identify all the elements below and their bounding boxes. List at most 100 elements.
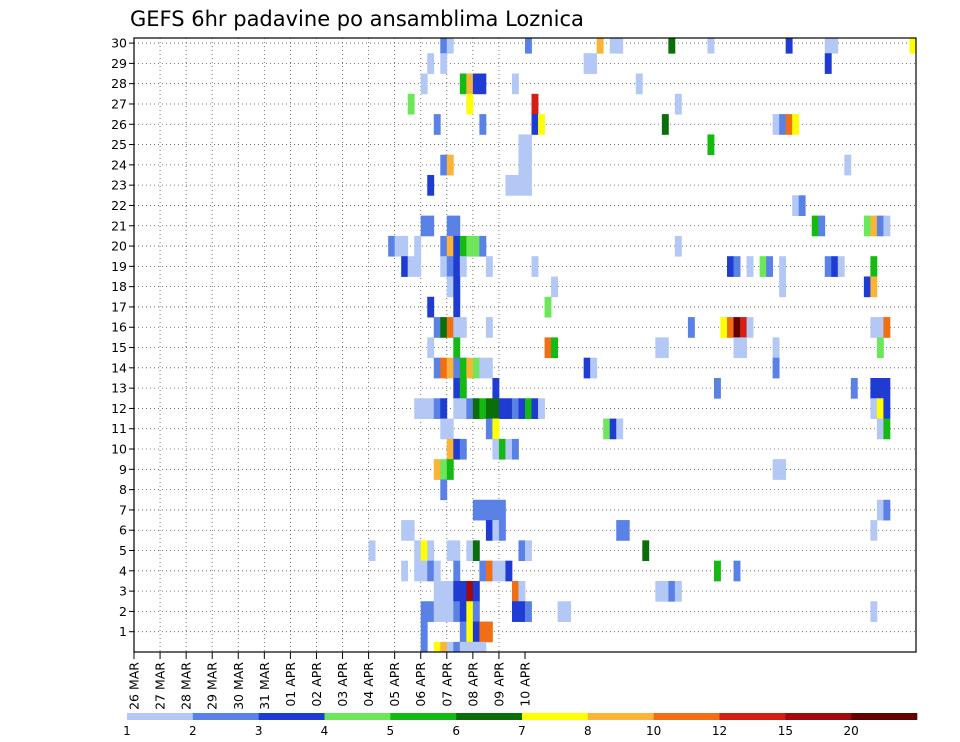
heatmap-cell: [518, 154, 526, 176]
x-tick-label: 07 APR: [439, 662, 454, 707]
heatmap-cell: [420, 560, 428, 582]
heatmap-cell: [414, 398, 422, 419]
heatmap-cell: [511, 438, 519, 460]
heatmap-cell: [420, 601, 428, 622]
heatmap-cell: [525, 154, 532, 176]
heatmap-cell: [870, 601, 878, 622]
heatmap-cell: [479, 560, 487, 582]
x-tick-label: 02 APR: [309, 662, 324, 707]
heatmap-cell: [674, 580, 682, 602]
heatmap-cell: [446, 641, 454, 653]
heatmap-cell: [401, 235, 409, 257]
heatmap-cell: [525, 398, 532, 419]
heatmap-cell: [420, 540, 428, 562]
heatmap-cell: [798, 195, 806, 217]
colorbar-swatch: [324, 713, 391, 720]
heatmap-cell: [511, 580, 519, 602]
heatmap-cell: [831, 38, 839, 54]
heatmap-cell: [525, 601, 532, 622]
heatmap-cell: [876, 499, 884, 521]
heatmap-cell: [870, 215, 878, 237]
heatmap-cell: [492, 499, 500, 521]
heatmap-cell: [446, 215, 454, 237]
x-tick-label: 10 APR: [518, 662, 533, 707]
heatmap-cell: [440, 601, 448, 622]
heatmap-cell: [785, 114, 793, 135]
plot-frame: [133, 37, 917, 653]
heatmap-cell: [863, 276, 871, 298]
colorbar-label: 5: [387, 724, 395, 738]
heatmap-cell: [446, 540, 454, 562]
heatmap-cell: [498, 560, 506, 582]
heatmap-cell: [876, 317, 884, 338]
heatmap-cell: [863, 215, 871, 237]
heatmap-cell: [518, 175, 526, 196]
heatmap-cell: [740, 317, 747, 338]
colorbar-label: 2: [189, 724, 197, 738]
heatmap-cell: [440, 418, 448, 440]
heatmap-cell: [883, 377, 891, 399]
y-tick-label: 27: [111, 96, 127, 111]
x-tick-label: 09 APR: [491, 662, 506, 707]
heatmap-cell: [870, 317, 878, 338]
y-tick-label: 7: [119, 502, 127, 517]
colorbar: 1 2 3 4 5 6 7 8 10 12 15 20: [123, 713, 918, 738]
heatmap-cell: [609, 38, 617, 54]
heatmap-cell: [687, 317, 695, 338]
heatmap-cell: [466, 621, 474, 643]
heatmap-cell: [368, 540, 376, 562]
heatmap-cell: [876, 398, 884, 419]
colorbar-label: 7: [518, 724, 526, 738]
heatmap-cell: [420, 215, 428, 237]
heatmap-cell: [427, 398, 435, 419]
heatmap-cell: [811, 215, 819, 237]
heatmap-cell: [505, 560, 513, 582]
heatmap-cell: [498, 499, 506, 521]
heatmap-cell: [459, 256, 467, 277]
heatmap-cell: [525, 540, 532, 562]
heatmap-cell: [616, 520, 624, 541]
heatmap-cell: [505, 398, 513, 419]
y-tick-label: 24: [111, 157, 127, 172]
heatmap-cell: [420, 641, 428, 653]
heatmap-cell: [713, 377, 721, 399]
heatmap-cell: [472, 641, 480, 653]
heatmap-cell: [668, 38, 676, 54]
heatmap-cell: [440, 459, 448, 480]
heatmap-cell: [433, 580, 441, 602]
heatmap-cell: [498, 520, 506, 541]
heatmap-cell: [531, 93, 539, 115]
y-tick-label: 12: [111, 401, 127, 416]
heatmap-cell: [466, 73, 474, 95]
y-tick-label: 4: [119, 563, 127, 578]
heatmap-cell: [479, 114, 487, 135]
heatmap-cell: [779, 276, 787, 298]
heatmap-cell: [603, 418, 611, 440]
heatmap-cell: [472, 540, 480, 562]
heatmap-cell: [485, 317, 493, 338]
heatmap-cell: [674, 235, 682, 257]
heatmap-cell: [453, 215, 461, 237]
heatmap-cell: [446, 418, 454, 440]
heatmap-cell: [414, 560, 422, 582]
heatmap-cell: [414, 235, 422, 257]
heatmap-cell: [525, 134, 532, 156]
heatmap-cell: [459, 438, 467, 460]
heatmap-cell: [407, 256, 415, 277]
colorbar-swatch: [192, 713, 259, 720]
heatmap-cell: [446, 459, 454, 480]
heatmap-cell: [727, 317, 734, 338]
heatmap-cell: [746, 256, 754, 277]
heatmap-cell: [446, 256, 454, 277]
heatmap-cell: [707, 134, 715, 156]
y-tick-label: 8: [119, 482, 127, 497]
x-tick-label: 31 MAR: [257, 662, 272, 710]
heatmap-cell: [453, 296, 461, 318]
heatmap-cell: [538, 398, 545, 419]
heatmap-cell: [427, 175, 435, 196]
y-tick-label: 13: [111, 381, 127, 396]
x-tick-label: 01 APR: [283, 662, 298, 707]
heatmap-cell: [453, 641, 461, 653]
colorbar-label: 15: [778, 724, 793, 738]
heatmap-cell: [485, 256, 493, 277]
